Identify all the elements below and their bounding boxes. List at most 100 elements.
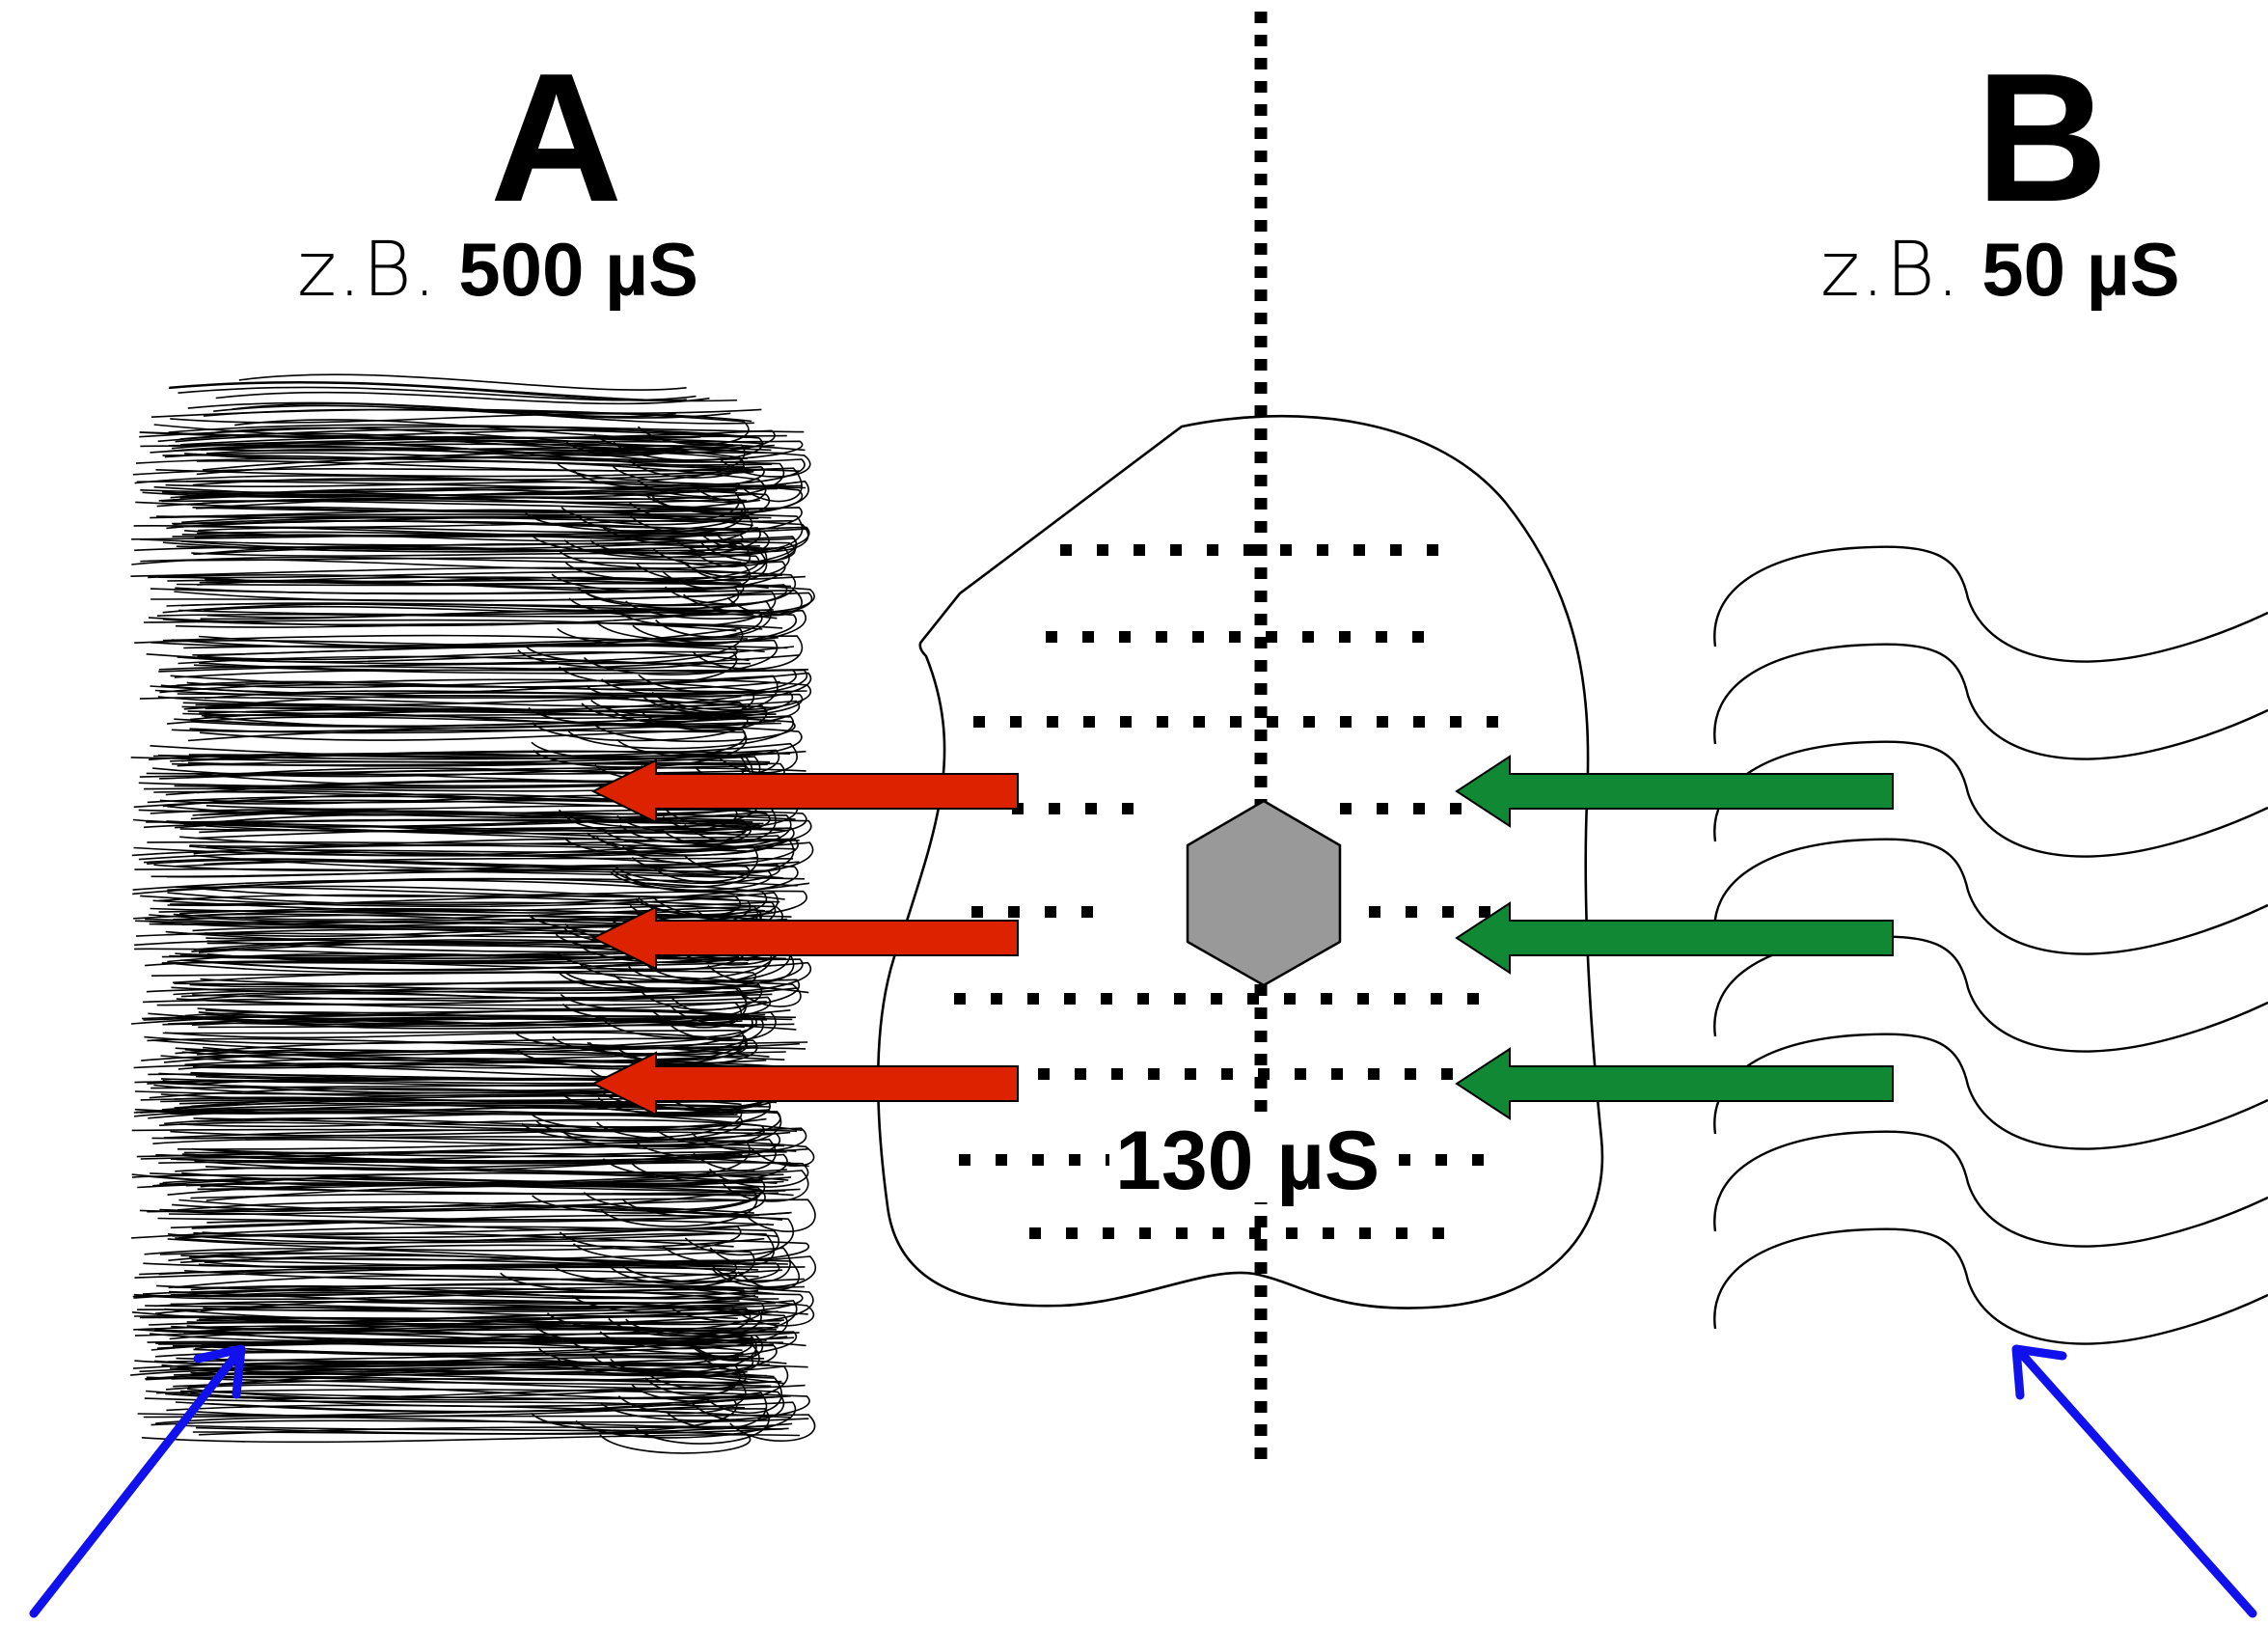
dot xyxy=(1229,631,1241,643)
dot xyxy=(1487,716,1498,728)
wave-line xyxy=(1713,643,2268,760)
dot xyxy=(1368,1068,1380,1080)
scribble-stroke xyxy=(206,1399,738,1432)
side-a-prefix: z.B. xyxy=(297,227,438,314)
red-arrow-icon xyxy=(590,1051,1019,1116)
scribble-stroke xyxy=(157,1212,790,1223)
scribble-stroke xyxy=(171,1325,748,1337)
dot xyxy=(1103,1227,1114,1239)
scribble-stroke xyxy=(148,609,746,627)
scribble-stroke xyxy=(177,760,768,767)
dot xyxy=(1472,1154,1484,1166)
dot xyxy=(1302,631,1314,643)
scribble-stroke xyxy=(150,1288,745,1301)
dot xyxy=(1081,906,1093,918)
scribble-stroke xyxy=(200,805,777,842)
dot xyxy=(1193,716,1205,728)
dot xyxy=(1249,1227,1261,1239)
scribble-stroke xyxy=(137,1182,786,1193)
dot xyxy=(971,906,983,918)
scribble-stroke xyxy=(144,1035,758,1065)
scribble-stroke xyxy=(160,675,779,713)
side-b-letter: B xyxy=(1976,36,2109,240)
green-arrows xyxy=(1455,755,1894,1120)
scribble-stroke xyxy=(183,1147,809,1158)
scribble-stroke xyxy=(207,427,733,447)
scribble-stroke xyxy=(192,1427,789,1435)
scribble-stroke xyxy=(156,1389,810,1421)
dot xyxy=(1394,993,1406,1005)
scribble-stroke xyxy=(234,441,746,468)
scribble-stroke xyxy=(143,823,781,856)
dot xyxy=(1377,716,1388,728)
dot xyxy=(1442,906,1454,918)
dot xyxy=(1359,1227,1371,1239)
scribble-stroke xyxy=(150,635,804,671)
scribble-stroke xyxy=(169,901,766,912)
dot xyxy=(1369,906,1380,918)
dot xyxy=(1433,1227,1444,1239)
dot xyxy=(1266,631,1277,643)
scribble-stroke xyxy=(135,1102,771,1114)
dot xyxy=(1045,906,1056,918)
dot xyxy=(1038,1068,1050,1080)
dot xyxy=(1139,1227,1151,1239)
dot xyxy=(1085,803,1097,814)
scribble-stroke xyxy=(197,531,796,563)
scribble-stroke xyxy=(160,1144,785,1158)
dot xyxy=(1101,993,1112,1005)
scribble-stroke xyxy=(142,993,773,1004)
scribble-stroke xyxy=(175,621,763,630)
scribble-stroke xyxy=(157,691,768,706)
scribble-stroke xyxy=(202,1231,735,1242)
dot xyxy=(1069,1154,1080,1166)
dot xyxy=(1399,1154,1410,1166)
scribble-stroke xyxy=(133,841,814,876)
scribble-stroke xyxy=(179,1118,803,1132)
scribble-stroke xyxy=(213,404,731,419)
scribble-stroke xyxy=(175,1424,751,1454)
dot xyxy=(1010,716,1022,728)
scribble-stroke xyxy=(176,990,742,1006)
scribble-stroke xyxy=(189,838,795,874)
scribble-stroke xyxy=(191,1017,745,1029)
scribble-stroke xyxy=(140,1151,737,1163)
scribble-stroke xyxy=(201,1343,775,1357)
scribble-stroke xyxy=(204,600,772,638)
scribble-stroke xyxy=(167,579,788,610)
wavy-lines-region xyxy=(1713,545,2268,1345)
scribble-stroke xyxy=(159,1252,780,1283)
scribble-stroke xyxy=(147,859,800,868)
scribble-stroke xyxy=(173,515,809,553)
scribble-stroke xyxy=(183,1327,757,1362)
scribble-stroke xyxy=(176,857,794,868)
dot xyxy=(1120,716,1132,728)
scribble-stroke xyxy=(180,435,806,452)
scribble-stroke xyxy=(161,1364,770,1376)
dot xyxy=(1083,716,1095,728)
scribble-stroke xyxy=(170,1219,775,1229)
scribble-stroke xyxy=(232,402,754,425)
scribble-stroke xyxy=(194,1131,791,1142)
red-arrows xyxy=(590,758,1019,1116)
scribble-stroke xyxy=(151,1136,815,1167)
scribble-stroke xyxy=(167,882,810,906)
scribble-stroke xyxy=(173,1366,785,1385)
scribble-stroke xyxy=(175,1232,775,1266)
dot xyxy=(1321,993,1332,1005)
dot xyxy=(1066,1227,1078,1239)
blue-pointer-right-icon xyxy=(2011,1344,2257,1618)
dot xyxy=(1134,544,1145,556)
dot xyxy=(1406,906,1417,918)
scribble-stroke xyxy=(162,1177,766,1211)
scribble-stroke xyxy=(146,1376,772,1388)
dot xyxy=(959,1154,970,1166)
scribble-stroke xyxy=(172,638,748,648)
scribble-stroke xyxy=(168,424,805,433)
scribble-stroke xyxy=(199,707,749,742)
scribble-stroke xyxy=(150,1418,809,1426)
scribble-stroke xyxy=(174,591,813,620)
dot xyxy=(1303,716,1315,728)
scribble-stroke xyxy=(161,957,778,965)
scribble-stroke xyxy=(234,419,701,439)
